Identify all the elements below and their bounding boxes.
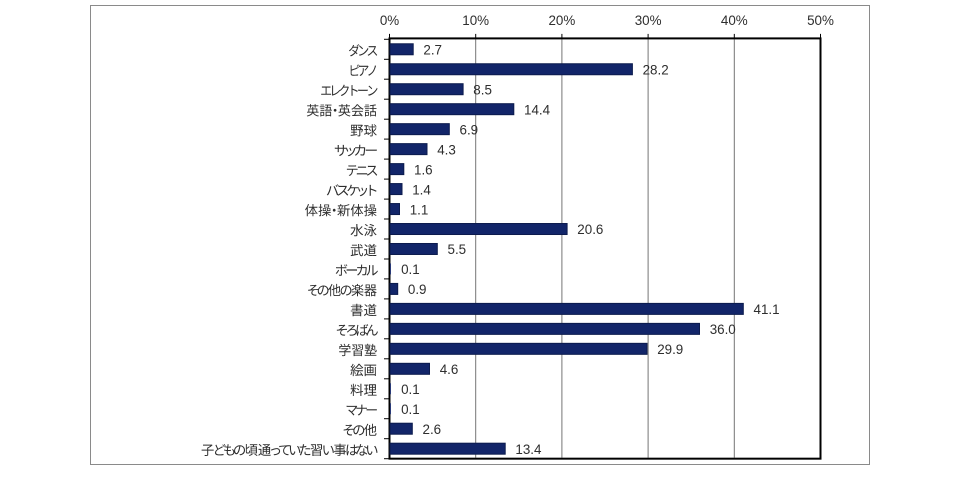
svg-text:8.5: 8.5 <box>473 82 492 97</box>
svg-text:0.1: 0.1 <box>401 402 420 417</box>
svg-text:1.1: 1.1 <box>410 202 429 217</box>
svg-text:41.1: 41.1 <box>754 302 780 317</box>
svg-text:6.9: 6.9 <box>460 122 479 137</box>
svg-text:10%: 10% <box>462 13 489 28</box>
svg-text:28.2: 28.2 <box>643 62 669 77</box>
svg-text:5.5: 5.5 <box>448 242 467 257</box>
svg-text:36.0: 36.0 <box>710 322 736 337</box>
svg-text:50%: 50% <box>807 13 834 28</box>
svg-text:2.7: 2.7 <box>423 42 442 57</box>
svg-text:2.6: 2.6 <box>423 422 442 437</box>
svg-text:1.4: 1.4 <box>412 182 431 197</box>
svg-text:0.9: 0.9 <box>408 282 427 297</box>
svg-text:4.6: 4.6 <box>440 362 459 377</box>
svg-text:40%: 40% <box>721 13 748 28</box>
svg-text:0.1: 0.1 <box>401 262 420 277</box>
svg-text:29.9: 29.9 <box>657 342 683 357</box>
svg-text:0.1: 0.1 <box>401 382 420 397</box>
svg-text:20.6: 20.6 <box>577 222 603 237</box>
svg-text:14.4: 14.4 <box>524 102 551 117</box>
svg-text:30%: 30% <box>635 13 662 28</box>
svg-text:4.3: 4.3 <box>437 142 456 157</box>
svg-text:13.4: 13.4 <box>515 442 542 457</box>
svg-text:1.6: 1.6 <box>414 162 433 177</box>
svg-text:0%: 0% <box>380 13 399 28</box>
svg-text:20%: 20% <box>548 13 575 28</box>
